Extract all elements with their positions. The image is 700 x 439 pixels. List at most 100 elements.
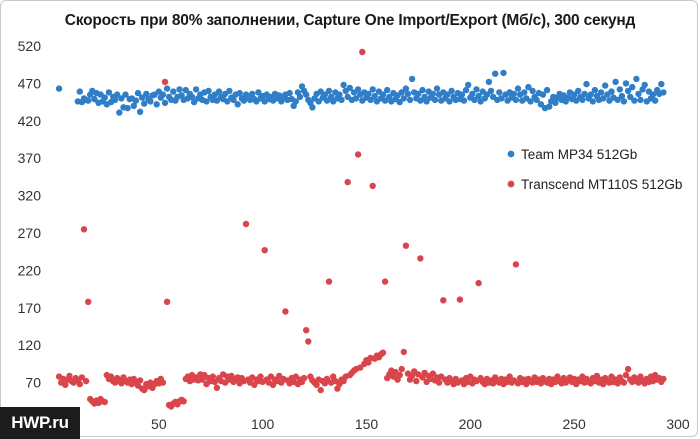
- data-point: [136, 108, 144, 116]
- x-tick-label: 50: [151, 416, 167, 432]
- data-point: [236, 89, 243, 97]
- data-point: [159, 379, 167, 386]
- y-tick-label: 470: [18, 75, 42, 91]
- y-axis-ticks: 70 120 170 220 270 320 370 420 470 520: [18, 38, 42, 391]
- data-point: [292, 98, 299, 105]
- data-point: [660, 375, 667, 383]
- data-point: [357, 364, 364, 371]
- y-tick-label: 320: [18, 188, 42, 204]
- y-tick-label: 520: [18, 38, 42, 54]
- data-point: [406, 96, 414, 104]
- data-point: [76, 88, 84, 95]
- data-point: [448, 87, 455, 95]
- data-point: [624, 365, 632, 373]
- data-point: [85, 298, 92, 305]
- data-point: [413, 377, 420, 385]
- data-point: [651, 97, 659, 104]
- data-point: [633, 75, 640, 83]
- data-point: [338, 96, 345, 104]
- data-point: [533, 96, 540, 104]
- data-point: [492, 70, 499, 77]
- data-point: [66, 372, 73, 380]
- data-point: [359, 48, 366, 56]
- legend-marker: [507, 150, 515, 158]
- data-point: [620, 379, 628, 386]
- data-point: [101, 94, 109, 101]
- data-point: [323, 97, 331, 104]
- data-point: [105, 89, 113, 96]
- data-point: [583, 80, 590, 88]
- data-point: [80, 226, 88, 233]
- data-point: [85, 97, 92, 104]
- data-point: [440, 297, 447, 304]
- data-point: [635, 90, 642, 98]
- data-point: [141, 100, 148, 107]
- data-point: [469, 90, 476, 98]
- data-point: [537, 101, 545, 108]
- data-point: [226, 87, 233, 95]
- data-point: [136, 377, 144, 384]
- data-point: [485, 78, 493, 86]
- data-point: [76, 380, 84, 388]
- data-point: [317, 386, 324, 394]
- data-point: [419, 86, 426, 94]
- data-point: [575, 87, 582, 95]
- data-point: [286, 89, 293, 97]
- data-point: [660, 89, 667, 96]
- data-point: [176, 86, 183, 93]
- data-point: [153, 101, 160, 108]
- data-point: [398, 89, 405, 96]
- data-point: [205, 87, 212, 95]
- data-point: [581, 90, 588, 98]
- data-point: [192, 86, 200, 93]
- legend-label: Transcend MT110S 512Gb: [521, 177, 682, 192]
- data-point: [381, 278, 389, 285]
- x-tick-label: 250: [562, 416, 586, 432]
- data-point: [431, 96, 439, 104]
- data-point: [367, 96, 374, 104]
- data-point: [371, 92, 378, 100]
- data-point: [163, 85, 171, 92]
- data-point: [637, 96, 644, 104]
- data-point: [369, 182, 376, 190]
- data-point: [114, 91, 121, 98]
- data-point: [143, 90, 150, 98]
- data-point: [471, 96, 478, 104]
- data-point: [180, 398, 187, 405]
- data-point: [622, 371, 630, 379]
- data-point: [213, 97, 221, 104]
- data-point: [529, 87, 536, 95]
- data-point: [423, 98, 430, 105]
- data-point: [384, 86, 391, 94]
- data-point: [234, 101, 241, 108]
- legend-label: Team MP34 512Gb: [521, 147, 637, 162]
- data-point: [408, 75, 416, 83]
- data-point: [396, 371, 403, 379]
- data-point: [591, 86, 599, 94]
- data-point: [402, 242, 410, 249]
- data-point: [602, 82, 609, 89]
- data-point: [483, 91, 491, 98]
- series-layer: [55, 48, 667, 410]
- x-tick-label: 300: [666, 416, 690, 432]
- y-tick-label: 220: [18, 262, 42, 278]
- data-point: [641, 81, 648, 89]
- data-point: [138, 94, 146, 101]
- data-point: [460, 97, 468, 104]
- data-point: [365, 90, 372, 98]
- data-point: [402, 85, 410, 92]
- data-point: [473, 86, 480, 93]
- data-point: [369, 86, 376, 93]
- data-point: [296, 93, 304, 101]
- data-point: [570, 91, 578, 98]
- data-point: [249, 90, 256, 98]
- data-point: [336, 91, 343, 98]
- data-point: [101, 398, 109, 406]
- data-point: [78, 374, 86, 381]
- data-point: [255, 89, 262, 96]
- x-tick-label: 150: [355, 416, 379, 432]
- data-point: [352, 95, 360, 102]
- data-point: [161, 99, 169, 107]
- data-point: [188, 93, 196, 101]
